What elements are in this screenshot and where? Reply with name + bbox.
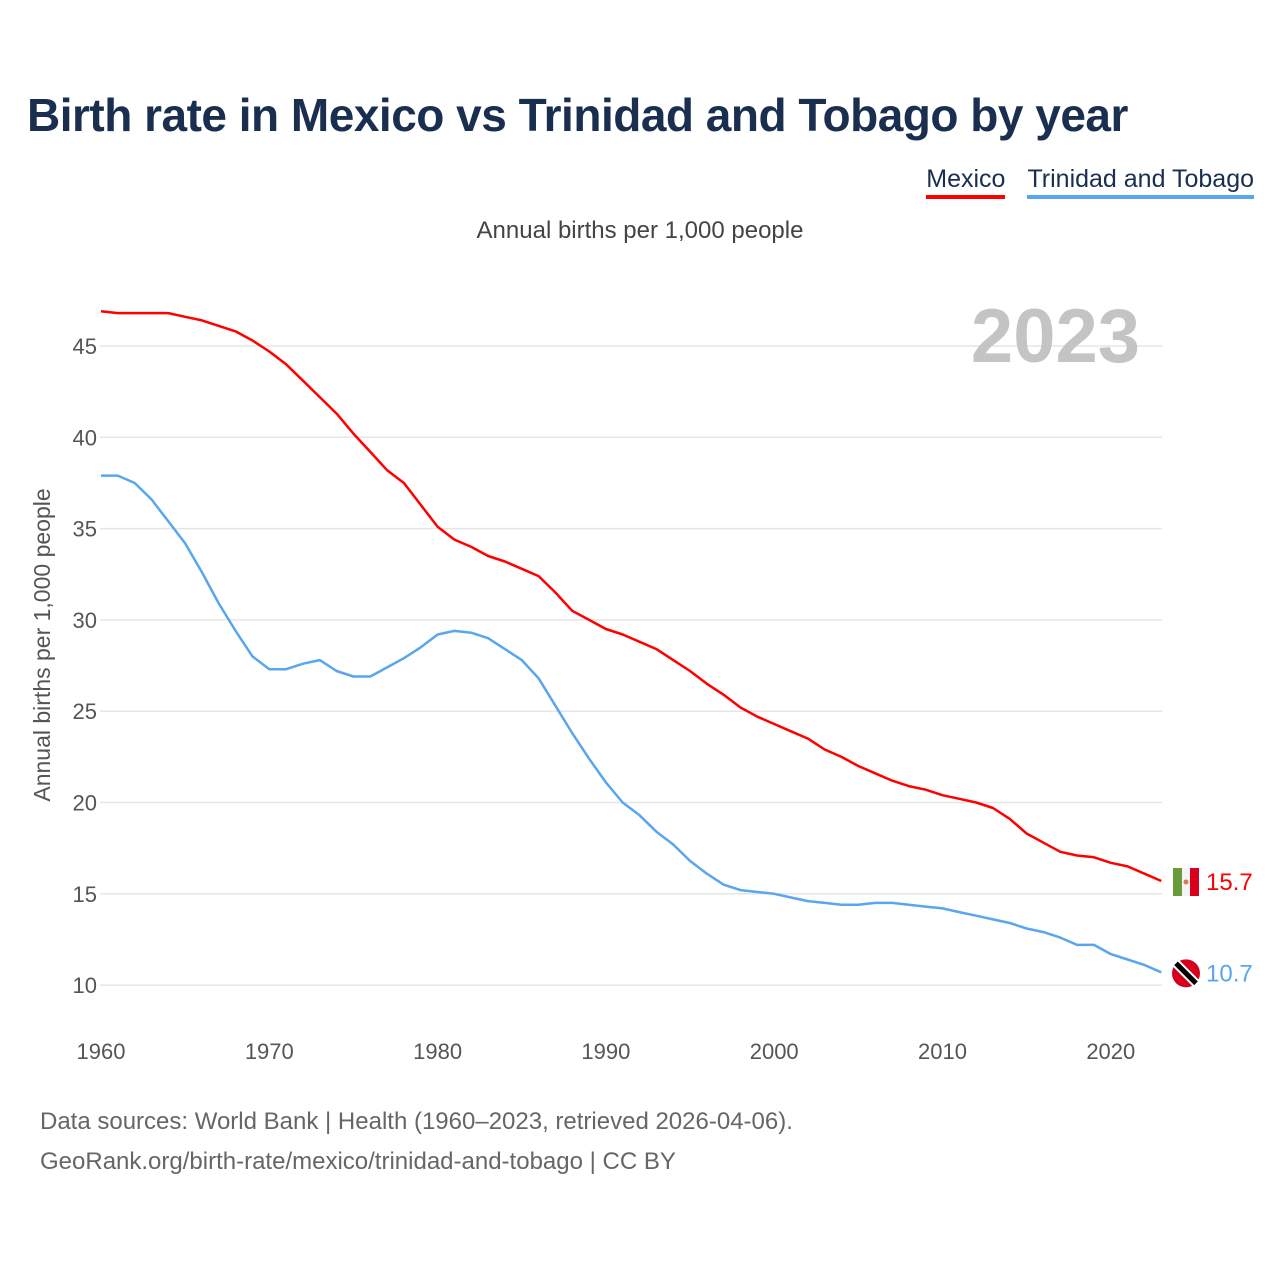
y-tick-label: 35 <box>73 517 97 542</box>
mexico-flag-green <box>1173 868 1182 897</box>
x-tick-label: 2010 <box>918 1039 967 1064</box>
footer-link[interactable]: GeoRank.org/birth-rate/mexico/trinidad-a… <box>40 1148 676 1175</box>
legend-mexico[interactable]: Mexico <box>926 165 1006 199</box>
end-value-label: 10.7 <box>1206 960 1253 987</box>
y-tick-label: 25 <box>73 699 97 724</box>
x-tick-label: 2000 <box>750 1039 799 1064</box>
y-tick-label: 45 <box>73 334 97 359</box>
y-tick-label: 10 <box>73 973 97 998</box>
y-axis-label: Annual births per 1,000 people <box>29 488 55 801</box>
y-tick-label: 15 <box>73 882 97 907</box>
mexico-flag-red <box>1190 868 1199 897</box>
x-tick-label: 2020 <box>1086 1039 1135 1064</box>
y-tick-label: 30 <box>73 608 97 633</box>
series-line-trinidad <box>101 474 1162 974</box>
footer-sources: Data sources: World Bank | Health (1960–… <box>40 1108 793 1135</box>
year-label: 2023 <box>971 294 1140 379</box>
legend: Mexico Trinidad and Tobago <box>926 165 1254 199</box>
chart-title: Birth rate in Mexico vs Trinidad and Tob… <box>27 89 1128 141</box>
mexico-flag-emblem <box>1183 879 1189 885</box>
end-value-label: 15.7 <box>1206 869 1253 896</box>
x-tick-label: 1980 <box>413 1039 462 1064</box>
series-line-mexico <box>100 310 1162 883</box>
y-tick-label: 40 <box>73 425 97 450</box>
x-tick-label: 1960 <box>77 1039 126 1064</box>
chart-subtitle: Annual births per 1,000 people <box>476 217 804 244</box>
trinidad-flag-black <box>1174 961 1198 986</box>
x-tick-label: 1990 <box>581 1039 630 1064</box>
legend-trinidad[interactable]: Trinidad and Tobago <box>1027 165 1254 199</box>
y-tick-label: 20 <box>73 791 97 816</box>
x-tick-label: 1970 <box>245 1039 294 1064</box>
